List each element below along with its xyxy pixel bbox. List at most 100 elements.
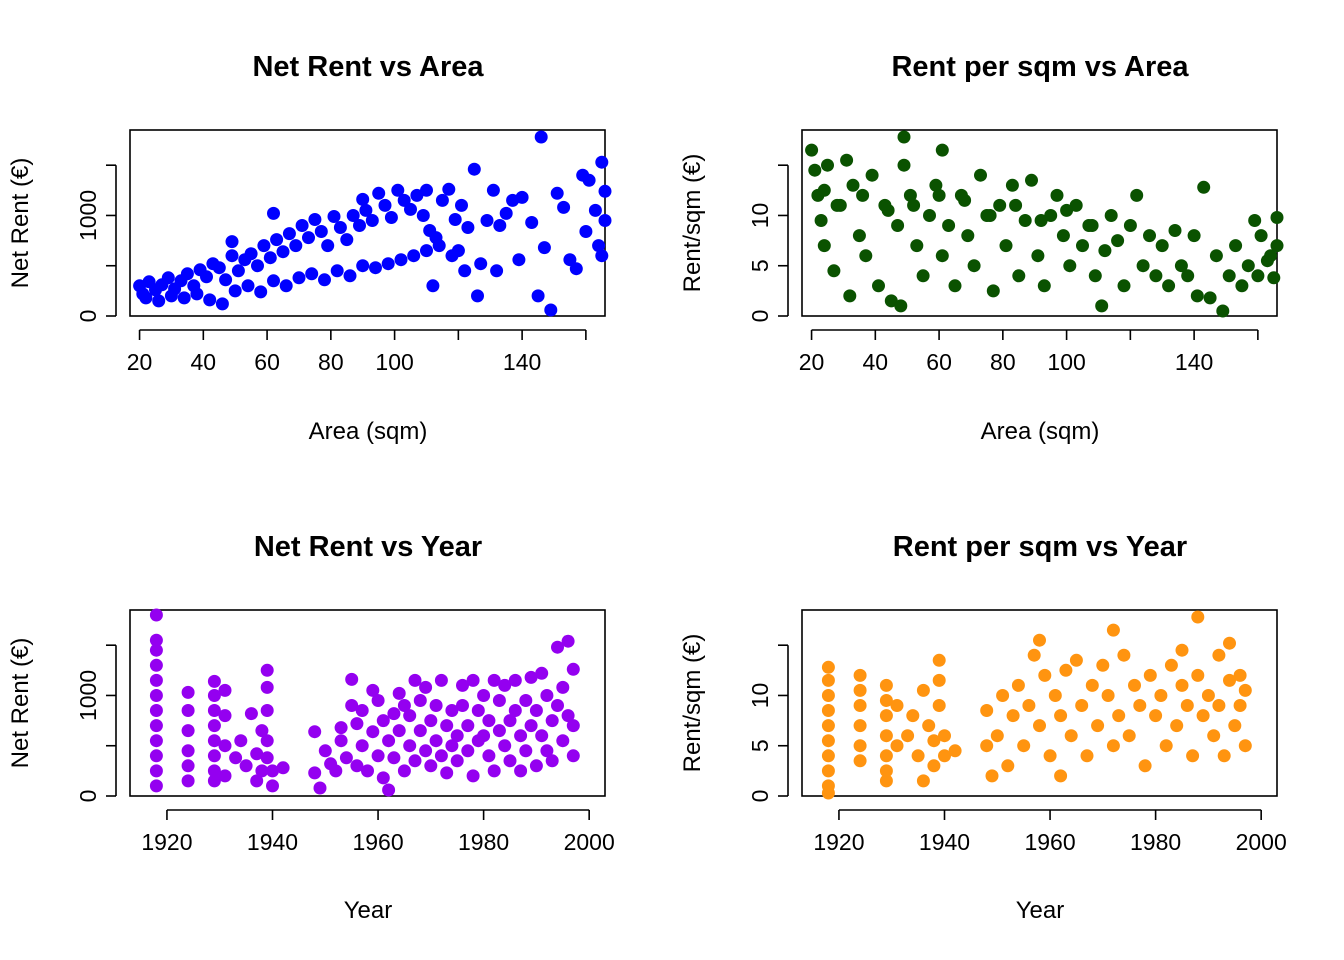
data-point xyxy=(149,749,163,763)
data-point xyxy=(1085,219,1099,232)
data-point xyxy=(808,163,822,177)
data-point xyxy=(879,678,893,692)
data-point xyxy=(149,633,163,647)
data-point xyxy=(1149,709,1163,723)
data-point xyxy=(408,673,422,687)
data-point xyxy=(1203,291,1217,305)
data-point xyxy=(986,284,1000,298)
data-point xyxy=(814,214,828,227)
data-point xyxy=(424,759,438,773)
data-point xyxy=(1170,719,1184,733)
data-point xyxy=(203,293,217,307)
data-point xyxy=(305,267,319,281)
data-point xyxy=(250,747,264,761)
data-point xyxy=(260,751,274,765)
data-point xyxy=(557,200,571,214)
data-point xyxy=(499,206,513,220)
data-point xyxy=(1060,203,1074,217)
data-point xyxy=(1190,289,1204,303)
data-point xyxy=(308,766,322,780)
data-point xyxy=(318,273,331,287)
y-axis-label: Net Rent (€) xyxy=(7,638,34,769)
data-point xyxy=(531,289,545,303)
data-point xyxy=(1191,668,1205,682)
data-points xyxy=(821,610,1252,800)
data-point xyxy=(1048,689,1062,702)
data-point xyxy=(413,694,427,707)
data-point xyxy=(152,294,166,308)
y-axis: 0 5 10 xyxy=(747,644,789,802)
x-axis: 20 40 60 80 100 140 xyxy=(127,329,587,375)
data-point xyxy=(821,660,835,674)
data-point xyxy=(207,774,221,788)
data-point xyxy=(244,707,258,721)
data-point xyxy=(382,734,396,748)
data-point xyxy=(1054,769,1068,783)
data-point xyxy=(903,188,917,202)
data-point xyxy=(503,714,517,728)
data-point xyxy=(355,704,369,717)
data-point xyxy=(215,297,229,311)
data-points xyxy=(133,130,612,317)
data-point xyxy=(1088,269,1102,283)
data-point xyxy=(458,264,472,278)
data-point xyxy=(480,214,494,227)
data-point xyxy=(308,213,322,226)
data-point xyxy=(1251,269,1265,283)
data-point xyxy=(372,186,386,200)
data-point xyxy=(461,719,475,733)
data-point xyxy=(149,704,163,717)
data-point xyxy=(327,210,341,223)
data-point xyxy=(1159,739,1173,753)
data-point xyxy=(471,289,484,303)
data-point xyxy=(1009,198,1023,212)
data-point xyxy=(181,685,195,699)
data-point xyxy=(853,719,867,733)
data-point xyxy=(853,754,867,768)
data-point xyxy=(853,683,867,697)
data-point xyxy=(161,271,175,285)
data-point xyxy=(890,699,904,712)
data-point xyxy=(461,221,475,234)
data-point xyxy=(445,249,459,263)
y-tick-label: 10 xyxy=(747,203,773,229)
data-point xyxy=(225,249,239,263)
data-point xyxy=(922,719,936,733)
data-point xyxy=(1196,709,1210,723)
data-point xyxy=(200,270,213,284)
data-point xyxy=(467,162,481,176)
data-point xyxy=(1022,699,1036,712)
data-point xyxy=(448,213,462,226)
data-point xyxy=(821,786,835,800)
data-point xyxy=(295,219,309,232)
data-point xyxy=(830,198,844,212)
x-tick-label: 100 xyxy=(375,349,413,375)
data-point xyxy=(445,704,459,717)
data-point xyxy=(445,739,459,753)
data-point xyxy=(561,709,575,723)
data-point xyxy=(879,729,893,743)
data-point xyxy=(482,749,496,763)
y-tick-label: 10 xyxy=(747,683,773,709)
data-point xyxy=(881,203,895,217)
data-point xyxy=(958,193,972,207)
data-point xyxy=(853,699,867,712)
data-point xyxy=(1216,304,1230,318)
data-point xyxy=(239,759,253,773)
data-point xyxy=(276,761,290,775)
data-point xyxy=(1143,229,1156,243)
data-point xyxy=(1104,209,1118,222)
x-tick-label: 1940 xyxy=(247,829,298,855)
data-point xyxy=(983,209,997,222)
data-point xyxy=(416,209,430,222)
data-point xyxy=(1130,188,1144,202)
data-point xyxy=(974,168,987,182)
data-point xyxy=(244,247,258,261)
data-point xyxy=(916,774,930,788)
y-tick-label: 5 xyxy=(747,739,773,752)
data-point xyxy=(508,704,522,717)
data-point xyxy=(267,274,280,288)
data-point xyxy=(1212,699,1226,712)
data-point xyxy=(938,749,951,763)
data-point xyxy=(540,744,554,758)
